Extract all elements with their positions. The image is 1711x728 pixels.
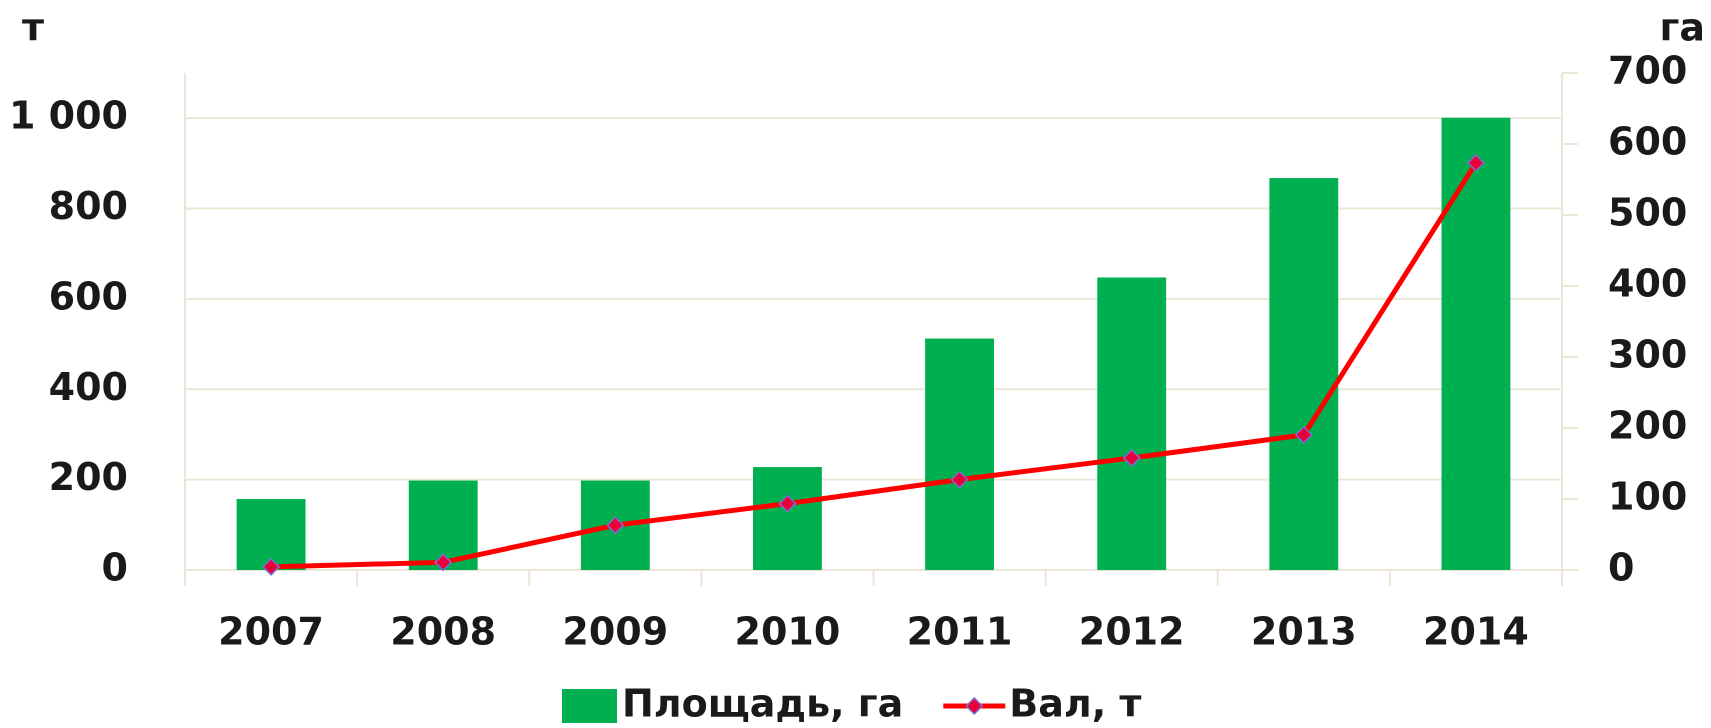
marker	[1294, 425, 1313, 444]
legend-label: Вал, т	[1009, 682, 1141, 726]
y2-axis-label: га	[1660, 6, 1706, 50]
x-tick-label: 2012	[1079, 610, 1185, 654]
bar	[1269, 178, 1339, 570]
marker	[262, 557, 281, 576]
bar	[1441, 117, 1511, 570]
y2-tick-label: 500	[1608, 191, 1687, 235]
marker	[950, 470, 969, 489]
legend-label: Площадь, га	[622, 682, 903, 726]
legend-marker	[965, 696, 984, 716]
x-tick-label: 2010	[735, 610, 841, 654]
marker	[434, 553, 453, 572]
x-tick-label: 2008	[390, 610, 496, 654]
y-tick-label: 800	[49, 184, 128, 228]
bar	[1097, 277, 1167, 570]
x-tick-label: 2007	[218, 610, 324, 654]
marker	[778, 494, 797, 513]
y-tick-label: 1 000	[9, 94, 128, 138]
y-axis-label: т	[22, 6, 44, 50]
y-tick-label: 400	[49, 365, 128, 409]
legend-swatch	[562, 689, 617, 723]
bar	[753, 467, 822, 570]
x-tick-label: 2009	[562, 610, 668, 654]
y2-tick-label: 700	[1608, 49, 1687, 93]
bar	[925, 338, 994, 570]
y-tick-label: 0	[102, 546, 128, 590]
marker	[606, 516, 625, 535]
marker	[1122, 448, 1141, 468]
y2-tick-label: 200	[1608, 404, 1687, 448]
y-tick-label: 200	[49, 455, 128, 499]
line	[270, 161, 1479, 570]
x-tick-label: 2014	[1423, 610, 1529, 654]
y-tick-label: 600	[49, 274, 128, 318]
y2-tick-label: 600	[1608, 120, 1687, 164]
x-tick-label: 2013	[1251, 610, 1357, 654]
y2-tick-label: 100	[1608, 475, 1687, 519]
y2-tick-label: 0	[1608, 546, 1634, 590]
x-tick-label: 2011	[907, 610, 1013, 654]
y2-tick-label: 300	[1608, 333, 1687, 377]
marker	[1466, 153, 1486, 172]
y2-tick-label: 400	[1608, 262, 1687, 306]
